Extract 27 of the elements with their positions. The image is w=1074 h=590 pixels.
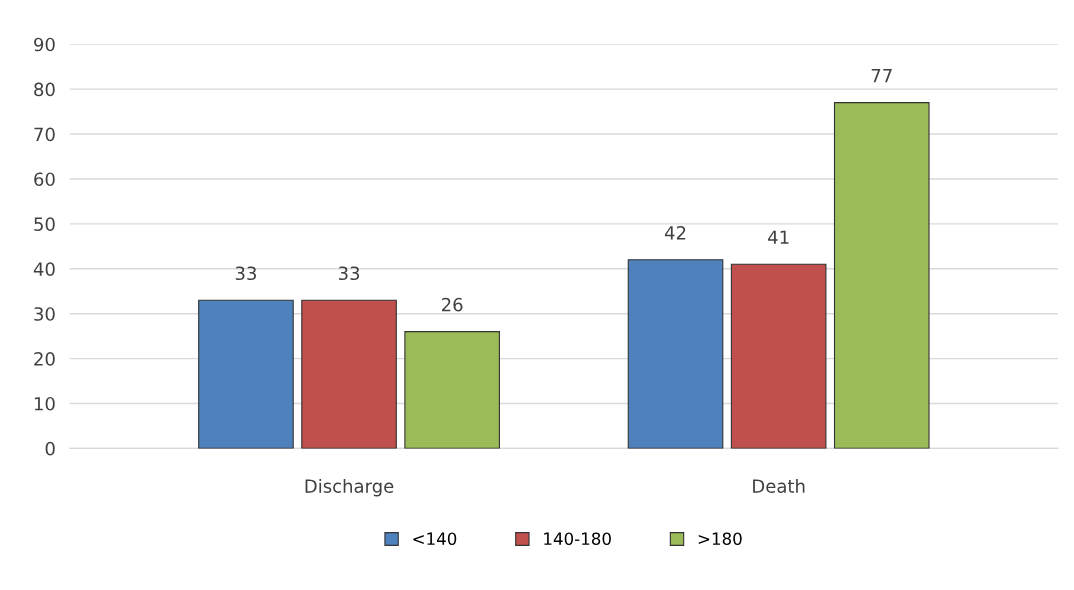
bar <box>730 263 827 449</box>
data-label: 26 <box>441 297 463 312</box>
y-tick-label: 10 <box>34 396 55 411</box>
legend-label: <140 <box>413 532 457 546</box>
bar <box>301 299 397 449</box>
y-tick-label: 80 <box>34 82 55 97</box>
bar <box>198 299 294 449</box>
y-tick-label: 70 <box>34 127 55 142</box>
x-tick-label: Discharge <box>305 478 394 497</box>
y-tick-label: 20 <box>34 352 55 366</box>
x-tick-label: Death <box>753 478 805 493</box>
data-label: 42 <box>664 225 686 240</box>
y-tick-label: 30 <box>34 307 55 321</box>
bar <box>833 102 930 449</box>
legend-label: >180 <box>698 532 742 546</box>
bar <box>627 259 724 449</box>
data-label: 77 <box>871 69 892 83</box>
y-tick-label: 40 <box>33 262 55 276</box>
y-tick-label: 50 <box>34 217 55 231</box>
data-label: 41 <box>768 230 789 244</box>
data-label: 33 <box>235 266 256 281</box>
data-label: 33 <box>338 266 360 281</box>
y-tick-label: 60 <box>34 172 55 187</box>
bar <box>404 331 500 449</box>
y-tick-label: 0 <box>45 441 55 456</box>
legend-label: 140-180 <box>544 532 611 546</box>
y-tick-label: 90 <box>34 37 55 52</box>
